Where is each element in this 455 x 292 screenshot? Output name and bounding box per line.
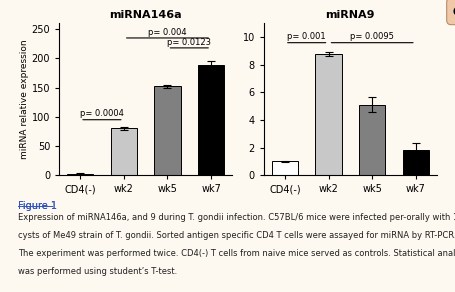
Text: ♂: ♂ — [451, 2, 455, 20]
Text: p= 0.001: p= 0.001 — [288, 32, 326, 41]
Text: p= 0.0004: p= 0.0004 — [80, 109, 124, 118]
Bar — [359, 105, 385, 175]
Y-axis label: miRNA relative expression: miRNA relative expression — [20, 39, 29, 159]
Bar — [154, 86, 181, 175]
Text: p= 0.0095: p= 0.0095 — [350, 32, 394, 41]
Bar — [403, 150, 429, 175]
Text: The experiment was performed twice. CD4(-) T cells from naive mice served as con: The experiment was performed twice. CD4(… — [18, 249, 455, 258]
Text: Figure 1: Figure 1 — [18, 201, 57, 211]
Bar — [67, 174, 93, 175]
Text: cysts of Me49 strain of T. gondii. Sorted antigen specific CD4 T cells were assa: cysts of Me49 strain of T. gondii. Sorte… — [18, 231, 455, 240]
Bar — [198, 65, 224, 175]
Bar — [111, 128, 137, 175]
Title: miRNA9: miRNA9 — [326, 10, 375, 20]
Text: was performed using student’s T-test.: was performed using student’s T-test. — [18, 267, 177, 277]
Text: p= 0.004: p= 0.004 — [148, 28, 187, 37]
Text: Figure 1: Figure 1 — [18, 201, 57, 211]
Title: miRNA146a: miRNA146a — [109, 10, 182, 20]
Bar — [272, 161, 298, 175]
Bar — [315, 54, 342, 175]
Text: Expression of miRNA146a, and 9 during T. gondii infection. C57BL/6 mice were inf: Expression of miRNA146a, and 9 during T.… — [18, 213, 455, 222]
Text: p= 0.0123: p= 0.0123 — [167, 38, 211, 47]
